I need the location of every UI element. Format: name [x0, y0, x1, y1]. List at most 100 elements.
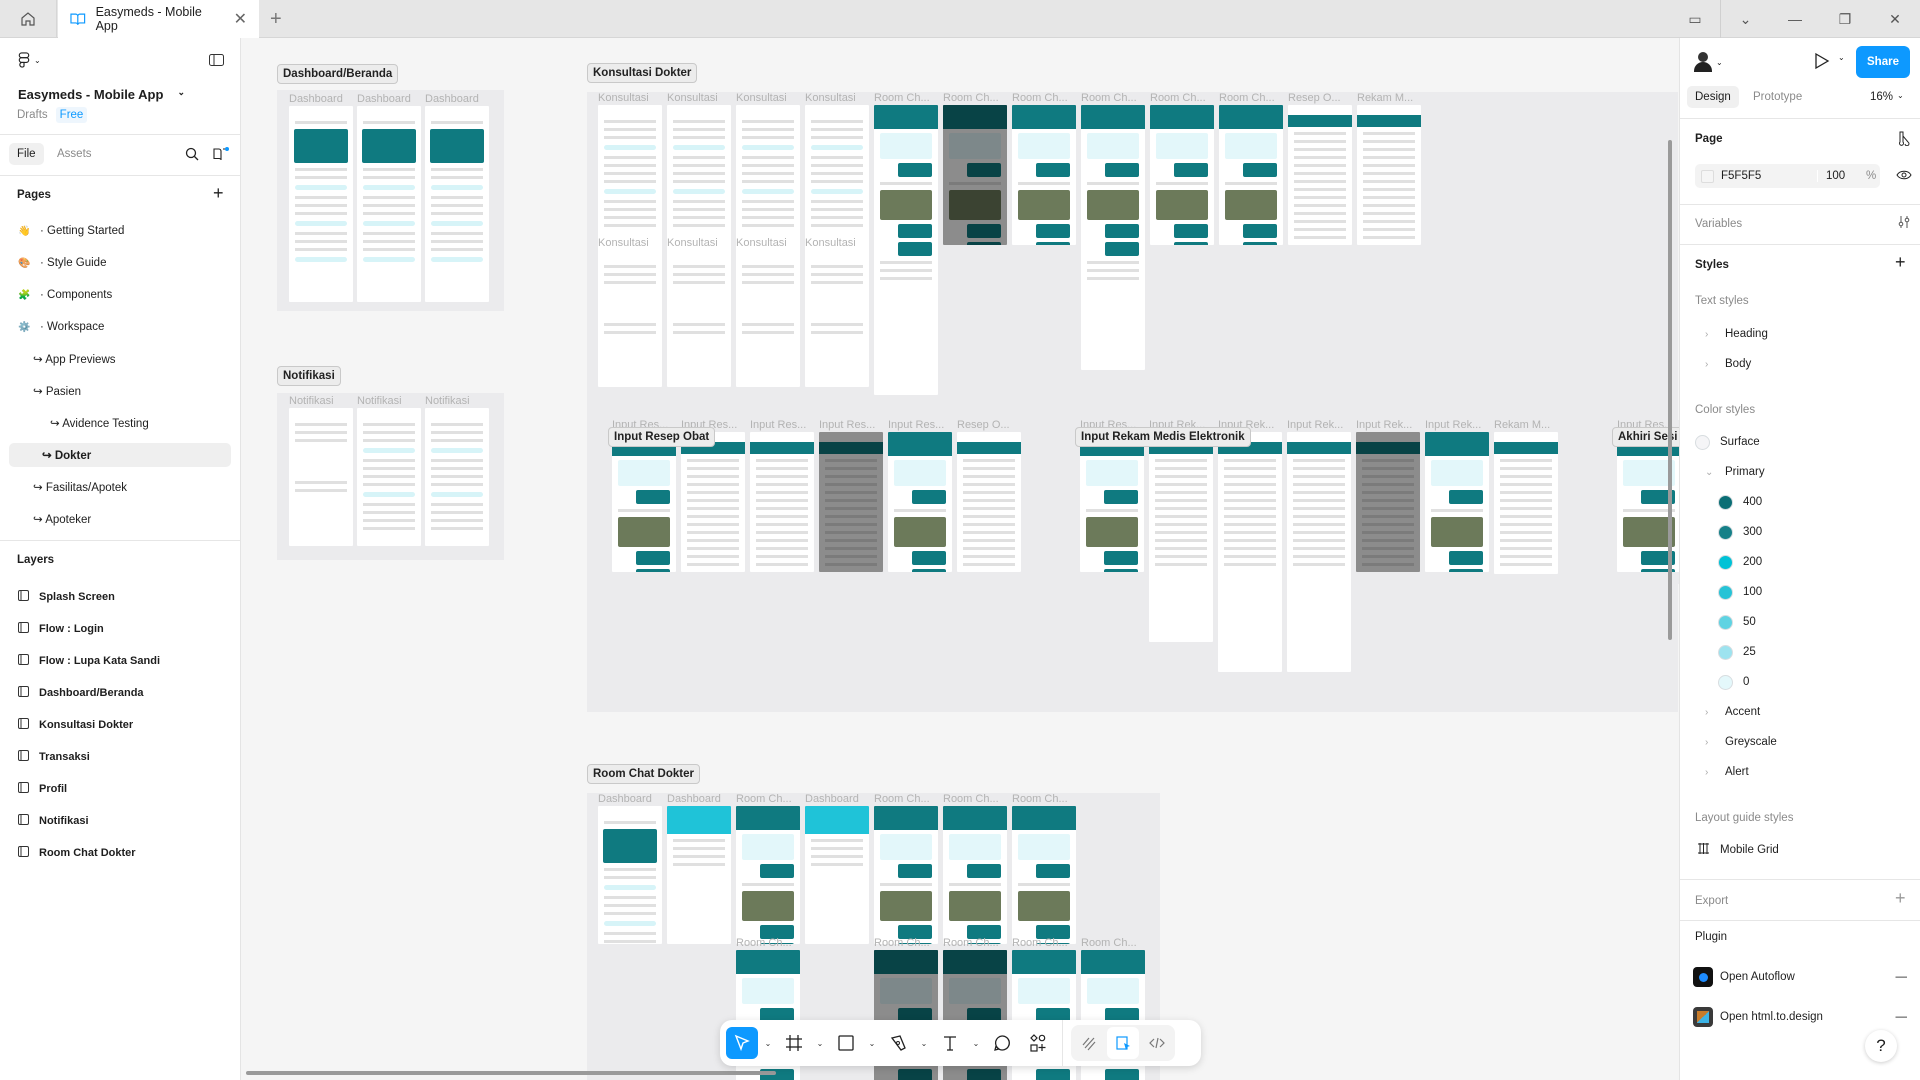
screen-frame[interactable] [425, 408, 489, 546]
remove-icon[interactable]: — [1895, 1011, 1908, 1023]
screen-frame[interactable] [667, 250, 731, 387]
page-opacity[interactable]: 100 [1817, 170, 1859, 182]
frame-label[interactable]: Dashboard [357, 93, 411, 105]
frame-label[interactable]: Notifikasi [289, 395, 334, 407]
color-style-primary[interactable]: 400 [1680, 490, 1920, 514]
page-item[interactable]: ↪ App Previews [0, 347, 240, 371]
variables-heading[interactable]: Variables [1695, 218, 1743, 230]
chevron-right-icon[interactable]: › [1705, 736, 1709, 748]
frame-label[interactable]: Input Res... [750, 419, 807, 431]
frame-label[interactable]: Room Ch... [736, 937, 792, 949]
screen-frame[interactable] [943, 105, 1007, 245]
screen-frame[interactable] [874, 105, 938, 395]
add-style-button[interactable]: + [1895, 252, 1906, 272]
section-title[interactable]: Input Resep Obat [608, 427, 716, 447]
frame-label[interactable]: Room Ch... [1081, 92, 1137, 104]
frame-label[interactable]: Konsultasi [667, 92, 718, 104]
frame-label[interactable]: Konsultasi [736, 92, 787, 104]
tab-prototype[interactable]: Prototype [1753, 91, 1803, 103]
remove-icon[interactable]: — [1895, 971, 1908, 983]
color-style-primary[interactable]: 50 [1680, 610, 1920, 634]
frame-label[interactable]: Dashboard [805, 793, 859, 805]
screen-frame[interactable] [357, 408, 421, 546]
frame-label[interactable]: Dashboard [667, 793, 721, 805]
new-tab-button[interactable]: + [270, 8, 282, 30]
canvas[interactable]: Dashboard Dashboard Dashboard Dashboard/Ber… [241, 38, 1679, 1080]
frame-label[interactable]: Room Ch... [1012, 937, 1068, 949]
screen-frame[interactable] [943, 806, 1007, 944]
color-style-primary[interactable]: 0 [1680, 670, 1920, 694]
frame-tool[interactable] [778, 1027, 810, 1059]
color-group[interactable]: › Accent [1680, 700, 1920, 724]
screen-frame[interactable] [888, 432, 952, 572]
screen-frame[interactable] [667, 806, 731, 944]
frame-label[interactable]: Konsultasi [667, 237, 718, 249]
main-menu-button[interactable]: ⌄ [18, 52, 41, 69]
screen-frame[interactable] [736, 250, 800, 387]
page-item[interactable]: 🧩 · Components [0, 283, 240, 307]
drafts-location[interactable]: Drafts [17, 109, 48, 121]
draw-mode-button[interactable] [1073, 1027, 1105, 1059]
layer-item[interactable]: Room Chat Dokter [0, 841, 240, 865]
frame-label[interactable]: Room Ch... [1012, 92, 1068, 104]
chevron-down-icon[interactable]: ⌄ [1705, 466, 1714, 478]
screen-frame[interactable] [1081, 105, 1145, 370]
page-item[interactable]: ↪ Dokter [9, 443, 231, 467]
page-item[interactable]: 🎨 · Style Guide [0, 251, 240, 275]
add-export-button[interactable]: + [1895, 888, 1906, 908]
screen-frame[interactable] [1425, 432, 1489, 572]
tab-file[interactable]: File [9, 143, 44, 165]
frame-label[interactable]: Input Rek... [1356, 419, 1413, 431]
frame-label[interactable]: Dashboard [598, 793, 652, 805]
minimize-icon[interactable]: — [1788, 11, 1802, 27]
frame-label[interactable]: Resep O... [957, 419, 1010, 431]
horizontal-scrollbar[interactable] [246, 1071, 776, 1075]
layer-item[interactable]: Notifikasi [0, 809, 240, 833]
chevron-down-icon[interactable]: ⌄ [1720, 0, 1770, 38]
chevron-down-icon[interactable]: ⌄ [816, 1038, 824, 1048]
page-item[interactable]: ⚙️ · Workspace [0, 315, 240, 339]
section-title[interactable]: Akhiri Sesi I [1612, 427, 1679, 447]
screen-frame[interactable] [805, 250, 869, 387]
eye-icon[interactable] [1896, 169, 1912, 184]
help-button[interactable]: ? [1865, 1030, 1897, 1062]
pen-tool[interactable] [882, 1027, 914, 1059]
page-background-field[interactable]: F5F5F5 100 % [1695, 164, 1880, 188]
add-page-button[interactable]: + [213, 183, 224, 203]
color-style-primary[interactable]: 100 [1680, 580, 1920, 604]
tab-design[interactable]: Design [1687, 86, 1739, 108]
layer-item[interactable]: Dashboard/Beranda [0, 681, 240, 705]
color-style-primary[interactable]: 200 [1680, 550, 1920, 574]
screen-frame[interactable] [874, 806, 938, 944]
screen-frame[interactable] [736, 806, 800, 944]
page-item[interactable]: ↪ Apoteker [0, 507, 240, 531]
layer-item[interactable]: Transaksi [0, 745, 240, 769]
frame-label[interactable]: Input Rek... [1287, 419, 1344, 431]
screen-frame[interactable] [598, 250, 662, 387]
frame-label[interactable]: Room Ch... [1012, 793, 1068, 805]
screen-frame[interactable] [1219, 105, 1283, 245]
share-button[interactable]: Share [1856, 46, 1910, 78]
chevron-down-icon[interactable]: ⌄ [972, 1038, 980, 1048]
screen-frame[interactable] [1012, 806, 1076, 944]
screen-frame[interactable] [750, 432, 814, 572]
present-button[interactable] [1814, 52, 1830, 73]
screen-frame[interactable] [957, 432, 1021, 572]
section-title[interactable]: Konsultasi Dokter [587, 63, 698, 83]
color-group[interactable]: › Alert [1680, 760, 1920, 784]
actions-tool[interactable] [1022, 1027, 1054, 1059]
file-name[interactable]: Easymeds - Mobile App ⌄ [18, 87, 185, 102]
screen-frame[interactable] [1356, 432, 1420, 572]
layer-item[interactable]: Flow : Lupa Kata Sandi [0, 649, 240, 673]
frame-label[interactable]: Room Ch... [874, 92, 930, 104]
frame-label[interactable]: Room Ch... [874, 793, 930, 805]
section-title[interactable]: Dashboard/Beranda [277, 64, 399, 84]
library-icon[interactable] [213, 146, 229, 164]
frame-label[interactable]: Rekam M... [1494, 419, 1551, 431]
color-style-surface[interactable]: Surface [1680, 430, 1920, 454]
file-tab[interactable]: Easymeds - Mobile App ✕ [58, 0, 259, 38]
screen-frame[interactable] [1150, 105, 1214, 245]
chevron-right-icon[interactable]: › [1705, 766, 1709, 778]
vertical-scrollbar[interactable] [1668, 140, 1672, 640]
panel-toggle-icon[interactable]: ▭ [1688, 10, 1702, 27]
